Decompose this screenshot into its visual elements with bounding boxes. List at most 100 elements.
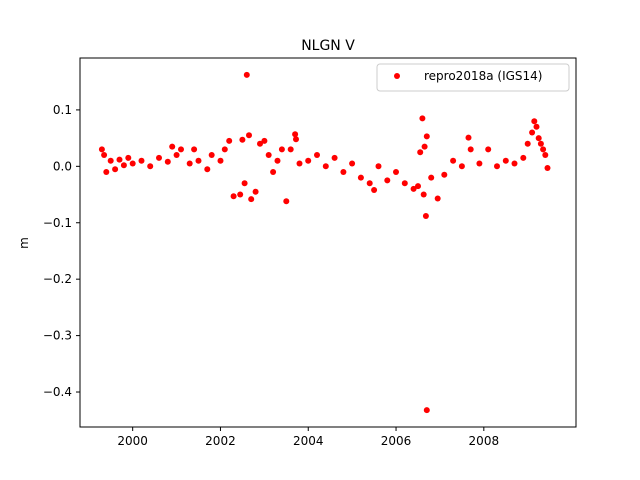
data-point (533, 123, 540, 130)
data-point (542, 152, 549, 158)
data-point (239, 136, 246, 143)
data-point (208, 152, 215, 158)
data-point (529, 129, 536, 136)
data-point (357, 174, 364, 181)
y-tick-label: −0.1 (43, 216, 72, 230)
data-point (305, 157, 312, 164)
data-point (265, 152, 272, 158)
data-point (422, 213, 429, 219)
data-point (116, 156, 123, 163)
data-point (511, 160, 518, 167)
legend: repro2018a (IGS14) (376, 63, 570, 92)
data-point (296, 160, 303, 167)
y-axis-label: m (17, 237, 31, 249)
data-point (544, 165, 551, 171)
data-point (331, 154, 338, 161)
data-point (314, 152, 320, 158)
x-axis: 2000 2002 2004 2006 2008 (117, 427, 499, 448)
data-point (230, 193, 237, 200)
data-point (101, 152, 108, 158)
data-point (366, 180, 373, 187)
data-point (423, 407, 430, 414)
data-point (434, 195, 441, 202)
data-point (415, 183, 421, 190)
data-point (129, 160, 136, 167)
data-point (173, 152, 180, 158)
data-point (107, 157, 114, 164)
data-point (164, 158, 171, 165)
chart-title: NLGN V (301, 38, 355, 54)
data-point (195, 157, 202, 164)
data-point (98, 146, 105, 153)
data-point (156, 154, 162, 161)
data-point (292, 131, 299, 138)
data-point (502, 157, 509, 164)
legend-box (376, 63, 570, 92)
data-points (98, 71, 551, 414)
data-point (261, 137, 268, 144)
data-point (204, 166, 211, 173)
data-point (417, 149, 424, 156)
data-point (375, 163, 382, 170)
data-point (246, 132, 252, 139)
data-point (384, 177, 391, 184)
data-point (458, 163, 465, 170)
data-point (120, 162, 127, 169)
data-point (393, 169, 399, 175)
data-point (441, 171, 448, 178)
y-tick-label: 0.1 (53, 103, 72, 117)
x-tick-label: 2002 (205, 434, 236, 448)
data-point (243, 71, 250, 78)
data-point (520, 154, 527, 161)
y-axis: 0.1 0.0 −0.1 −0.2 −0.3 −0.4 (43, 103, 80, 399)
data-point (248, 196, 255, 203)
data-point (494, 163, 500, 170)
data-point (537, 140, 544, 147)
data-point (103, 169, 110, 175)
data-point (423, 133, 430, 140)
data-point (283, 198, 290, 205)
y-tick-label: −0.3 (43, 329, 72, 343)
legend-marker (394, 73, 400, 79)
data-point (287, 146, 294, 153)
data-point (274, 157, 281, 164)
data-point (419, 115, 426, 122)
x-tick-label: 2006 (381, 434, 412, 448)
data-point (420, 191, 427, 198)
data-point (241, 180, 248, 187)
data-point (371, 187, 378, 193)
data-point (428, 174, 435, 181)
data-point (191, 146, 198, 153)
data-point (237, 191, 244, 198)
data-point (217, 157, 224, 164)
data-point (467, 146, 474, 153)
data-point (421, 143, 428, 150)
data-point (125, 154, 132, 161)
data-point (147, 163, 154, 170)
data-point (540, 146, 547, 153)
y-tick-label: −0.4 (43, 385, 72, 399)
data-point (465, 134, 472, 141)
data-point (410, 185, 417, 192)
x-tick-label: 2000 (117, 434, 148, 448)
data-point (349, 160, 356, 167)
x-tick-label: 2004 (293, 434, 324, 448)
data-point (257, 140, 263, 147)
data-point (476, 160, 483, 167)
data-point (112, 166, 119, 173)
data-point (524, 140, 531, 147)
data-point (322, 163, 329, 170)
data-point (450, 157, 457, 164)
plot-frame (79, 57, 577, 428)
data-point (252, 188, 259, 195)
data-point (186, 160, 193, 167)
data-point (485, 146, 492, 153)
data-point (401, 180, 408, 187)
data-point (270, 169, 277, 175)
data-point (340, 169, 347, 175)
y-tick-label: −0.2 (43, 272, 72, 286)
y-tick-label: 0.0 (53, 159, 72, 173)
data-point (535, 135, 542, 142)
x-tick-label: 2008 (469, 434, 500, 448)
